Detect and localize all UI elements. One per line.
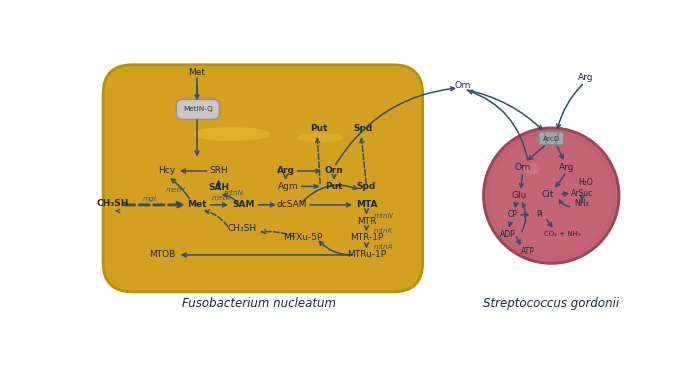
Text: Orn: Orn [454, 81, 471, 90]
Text: Cit: Cit [542, 190, 554, 199]
Text: H₂O: H₂O [578, 178, 594, 187]
Ellipse shape [524, 163, 540, 174]
Text: Put: Put [326, 182, 343, 191]
Text: ATP: ATP [522, 247, 535, 256]
Text: MTA: MTA [356, 200, 377, 209]
Text: SRH: SRH [209, 166, 228, 175]
Circle shape [490, 134, 613, 257]
Text: MTXu-5P: MTXu-5P [284, 233, 323, 243]
Text: Orn: Orn [325, 166, 344, 175]
Text: NH₃: NH₃ [575, 199, 589, 208]
Text: Put: Put [310, 124, 328, 133]
Text: MTOB: MTOB [149, 251, 176, 259]
FancyBboxPatch shape [103, 65, 423, 292]
Text: SAH: SAH [208, 183, 229, 193]
Text: MTR: MTR [357, 216, 376, 226]
Text: Arg: Arg [276, 166, 295, 175]
Text: Streptococcus gordonii: Streptococcus gordonii [483, 297, 620, 310]
Text: Agm: Agm [278, 182, 298, 191]
Text: Met: Met [188, 68, 206, 77]
Ellipse shape [297, 133, 344, 143]
Text: mtnK: mtnK [374, 228, 393, 234]
Text: Hcy: Hcy [158, 166, 175, 175]
Text: ArcD: ArcD [542, 136, 560, 143]
Text: MTRu-1P: MTRu-1P [347, 251, 386, 259]
Text: CH₃SH: CH₃SH [227, 224, 256, 233]
Text: mtnN: mtnN [224, 190, 244, 196]
Text: Spd: Spd [353, 124, 372, 133]
Text: dcSAM: dcSAM [276, 200, 307, 209]
Text: CP: CP [508, 210, 518, 219]
Text: mtnN: mtnN [374, 213, 394, 219]
Text: MetIN-Q: MetIN-Q [183, 106, 213, 113]
FancyBboxPatch shape [539, 132, 564, 145]
Text: ADP: ADP [500, 230, 515, 239]
Text: Met: Met [188, 200, 206, 209]
Text: metK: metK [212, 195, 231, 201]
Text: Pi: Pi [536, 210, 543, 219]
Text: Arg: Arg [578, 73, 594, 82]
Text: mgl: mgl [142, 196, 156, 202]
Text: Orn: Orn [514, 163, 531, 172]
Text: Fusobacterium nucleatum: Fusobacterium nucleatum [181, 297, 336, 310]
Text: SAM: SAM [232, 200, 255, 209]
Text: metH: metH [165, 187, 186, 193]
Text: Glu: Glu [511, 191, 526, 200]
Text: MTR-1P: MTR-1P [350, 233, 383, 243]
FancyBboxPatch shape [176, 99, 219, 119]
Text: Spd: Spd [357, 182, 376, 191]
Ellipse shape [193, 127, 270, 141]
Text: CH₃SH: CH₃SH [97, 199, 130, 208]
Text: Arg: Arg [559, 163, 575, 172]
Text: mtnA: mtnA [374, 244, 394, 250]
Circle shape [484, 128, 619, 263]
Text: CO₂ + NH₃: CO₂ + NH₃ [545, 231, 581, 237]
Text: ArSuc: ArSuc [571, 189, 593, 198]
